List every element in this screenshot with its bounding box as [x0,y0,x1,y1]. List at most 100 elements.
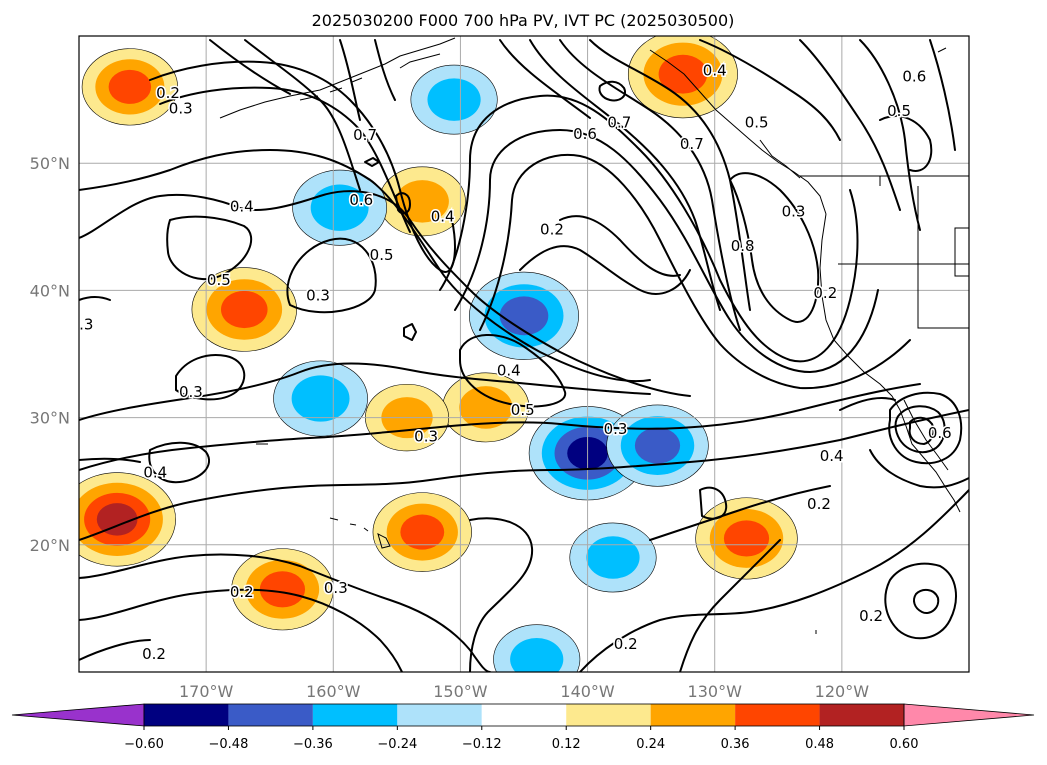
contour-label-16: 0.3 [782,203,806,221]
colorbar-box-6 [650,704,736,726]
colorbar-tick-label-1: −0.48 [209,737,249,752]
contour-label-12: 0.2 [540,220,564,238]
pv-anomaly-3-level-2 [400,514,445,550]
contour-label-25: 0.3 [604,420,628,438]
map-panel: 0.20.30.70.40.70.60.70.50.60.50.60.40.20… [70,36,969,672]
pv-anomaly-16-level-1 [586,536,640,579]
colorbar-under-extension [11,703,145,727]
contour-label-9: 0.5 [887,102,911,120]
contour-label-2: 0.7 [353,126,377,144]
contour-label-24: 0.3 [414,428,438,446]
contour-label-31: 0.3 [324,579,348,597]
contour-label-30: 0.2 [230,583,254,601]
contour-label-22: 0.4 [497,362,521,380]
lon-tick-label-5: 120°W [815,682,870,701]
lon-tick-label-2: 150°W [433,682,488,701]
colorbar-tick-label-5: 0.12 [552,737,581,752]
pv-anomaly-4-level-2 [259,571,306,608]
contour-label-10: 0.6 [349,191,373,209]
contour-label-19: 0.2 [813,284,837,302]
pv-anomaly-3 [372,492,472,572]
contour-label-3: 0.4 [703,61,727,79]
colorbar-tick-labels: −0.60 −0.48 −0.36 −0.24 −0.12 0.12 0.24 0.36 0.4… [124,726,918,752]
pv-anomaly-2-level-3 [96,503,138,536]
colorbar-over-extension [903,703,1035,727]
colorbar-tick-label-8: 0.48 [805,737,834,752]
chart-title: 2025030200 F000 700 hPa PV, IVT PC (2025… [312,11,735,30]
colorbar-box-5 [566,704,651,726]
contour-label-1: 0.3 [169,100,193,118]
contour-label-11: 0.4 [431,208,455,226]
pv-anomaly-9 [378,166,466,237]
contour-label-26: 0.4 [143,463,167,481]
pv-anomaly-16 [569,522,657,593]
colorbar-box-0 [144,704,229,726]
contour-label-0: 0.2 [156,84,180,102]
contour-label-13: 0.4 [230,197,254,215]
pv-anomaly-0-level-2 [108,69,152,104]
contour-label-33: 0.2 [859,607,883,625]
colorbar-segments [11,703,1035,727]
contour-label-15: 0.8 [731,237,755,255]
pv-anomaly-2 [79,472,176,567]
lat-tick-label-0: 20°N [30,536,70,555]
colorbar-box-3 [397,704,482,726]
contour-labels: 0.20.30.70.40.70.60.70.50.60.50.60.40.20… [70,60,953,665]
colorbar-tick-label-2: −0.36 [293,737,333,752]
contour-label-27: 0.4 [820,447,844,465]
pv-anomaly-9-level-1 [395,180,449,223]
contour-label-23: 0.5 [511,401,535,419]
lat-tick-label-3: 50°N [30,154,70,173]
contour-label-28: 0.6 [928,424,952,442]
pv-anomaly-17-level-1 [510,638,564,672]
pv-anomaly-17 [493,624,581,672]
lon-tick-label-1: 160°W [306,682,361,701]
contour-label-5: 0.6 [573,125,597,143]
latitude-tick-labels: 20°N 30°N 40°N 50°N [30,154,70,555]
colorbar-tick-label-7: 0.36 [721,737,750,752]
contour-label-7: 0.5 [745,113,769,131]
pv-anomaly-1 [191,267,297,352]
colorbar-box-8 [819,704,904,726]
colorbar: −0.60 −0.48 −0.36 −0.24 −0.12 0.12 0.24 0.36 0.4… [11,703,1035,752]
pv-anomaly-0 [81,48,178,126]
colorbar-outline [143,703,905,727]
contour-label-4: 0.7 [607,113,631,131]
pv-anomaly-13-level-1 [427,78,481,121]
pv-anomaly-5 [695,497,798,580]
pv-anomaly-15 [292,169,387,246]
pv-anomaly-13 [410,64,498,135]
colorbar-box-2 [312,704,398,726]
pv-anomaly-14-level-1 [291,375,350,422]
colorbar-tick-label-3: −0.24 [377,737,417,752]
contour-label-14: 0.5 [370,246,394,264]
pv-anomaly-5-level-2 [723,520,770,557]
pv-anomaly-1-level-2 [221,290,268,329]
lon-tick-label-0: 170°W [179,682,234,701]
colorbar-box-1 [228,704,313,726]
longitude-tick-labels: 170°W 160°W 150°W 140°W 130°W 120°W [179,682,869,701]
contour-label-17: 0.5 [207,271,231,289]
plot-frame [78,35,970,673]
contour-label-34: 0.2 [142,645,166,663]
colorbar-box-4 [481,704,567,726]
lat-tick-label-1: 30°N [30,409,70,428]
lon-tick-label-4: 130°W [688,682,743,701]
contour-label-21: 0.3 [179,383,203,401]
contour-label-29: 0.2 [807,495,831,513]
contour-label-20: 0.3 [70,316,94,334]
contour-label-8: 0.6 [902,68,926,86]
pv-anomaly-15-level-1 [310,184,369,231]
colorbar-tick-label-6: 0.24 [636,737,665,752]
contour-label-32: 0.2 [614,635,638,653]
pv-anomaly-10 [469,271,579,360]
pv-anomaly-14 [273,360,368,437]
colorbar-tick-label-9: 0.60 [890,737,919,752]
colorbar-tick-label-0: −0.60 [124,737,164,752]
lon-tick-label-3: 140°W [560,682,615,701]
colorbar-tick-label-4: −0.12 [462,737,502,752]
contour-label-18: 0.3 [306,286,330,304]
lat-tick-label-2: 40°N [30,281,70,300]
pv-anomaly-12-level-2 [634,427,681,464]
